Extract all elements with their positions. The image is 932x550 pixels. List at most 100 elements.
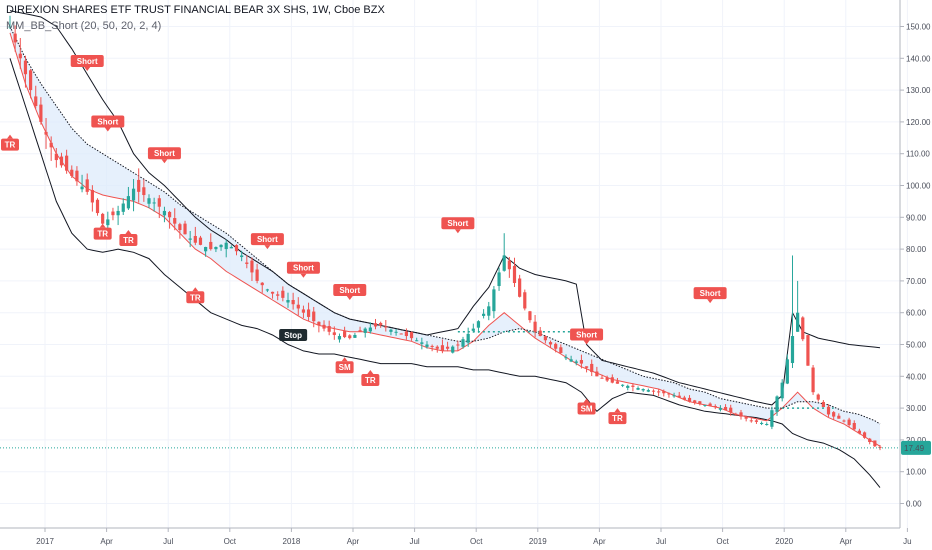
candle-body [152, 202, 156, 204]
candle-body [657, 391, 661, 393]
badge-label: Stop [284, 331, 302, 340]
candle-body [59, 156, 64, 166]
badge-label: TR [190, 293, 201, 302]
badge-pointer [125, 230, 132, 235]
candle-body [193, 235, 197, 243]
candle-body [173, 218, 177, 224]
badge-pointer [7, 134, 13, 139]
candle-body [343, 331, 347, 338]
candle-body [75, 170, 79, 182]
candle-body [600, 377, 604, 379]
candle-body [548, 342, 553, 345]
candle-body [291, 299, 295, 305]
badge-label: Short [257, 235, 278, 244]
candle-body [636, 387, 640, 390]
candle-body [873, 440, 877, 447]
candle-body [759, 422, 764, 424]
candle-body [245, 262, 249, 264]
badge-box [93, 227, 112, 240]
badge-label: Short [97, 117, 118, 126]
y-tick-label: 0.00 [906, 500, 922, 509]
badge-box [335, 361, 354, 374]
x-tick-label: 2020 [775, 537, 793, 546]
signal-badge: TR [186, 287, 205, 304]
candle-body [832, 412, 836, 417]
badge-box [441, 217, 475, 230]
candle-body [687, 397, 692, 402]
y-tick-label: 90.00 [906, 213, 927, 222]
candle-body [131, 188, 136, 201]
candle-body [389, 329, 393, 332]
candle-body [23, 60, 28, 75]
candle-body [621, 384, 625, 386]
candle-body [492, 289, 496, 312]
x-tick-label: Jul [409, 537, 419, 546]
candle-body [65, 155, 69, 171]
candle-body [729, 407, 733, 413]
x-tick-label: Apr [840, 537, 853, 546]
signal-badge: Short [70, 55, 104, 72]
signal-badge: TR [1, 134, 19, 151]
y-tick-label: 40.00 [906, 372, 927, 381]
badge-box [286, 261, 320, 274]
candle-body [80, 186, 84, 190]
chart-grid [0, 0, 908, 528]
candle-body [49, 142, 53, 148]
y-tick-label: 80.00 [906, 245, 927, 254]
candle-body [373, 323, 378, 327]
y-tick-label: 100.00 [906, 182, 931, 191]
candle-body [219, 244, 223, 248]
candle-body [538, 330, 542, 337]
candle-body [641, 389, 645, 391]
candle-body [430, 345, 434, 347]
candle-body [677, 395, 681, 398]
candle-body [281, 290, 285, 298]
candle-body [420, 342, 424, 344]
candle-body [476, 321, 481, 328]
candle-body [198, 237, 203, 245]
price-axis[interactable]: 0.00 10.00 20.00 30.00 40.00 50.00 60.00 70.00 8… [899, 0, 931, 528]
candle-body [306, 309, 311, 317]
badge-label: TR [97, 230, 108, 239]
badge-box [1, 138, 19, 151]
badge-label: Short [293, 264, 314, 273]
badge-label: TR [5, 141, 16, 150]
candle-body [878, 446, 882, 448]
last-price-tag: 17.49 [901, 440, 931, 455]
candle-body [312, 311, 316, 322]
candle-body [749, 420, 753, 422]
candle-body [70, 169, 74, 176]
candle-body [90, 190, 94, 203]
candle-body [234, 245, 239, 252]
badge-label: SM [339, 363, 351, 372]
candle-body [18, 53, 22, 59]
y-tick-label: 120.00 [906, 118, 931, 127]
badge-pointer [346, 295, 353, 300]
x-tick-label: Oct [224, 537, 237, 546]
badge-label: Short [154, 149, 175, 158]
candle-body [801, 317, 805, 340]
badge-label: Short [700, 289, 721, 298]
candle-body [379, 322, 383, 326]
candle-body [255, 269, 259, 281]
candle-body [394, 331, 398, 333]
time-axis[interactable]: 2017 Apr Jul Oct 2018 Apr Jul Oct 2019 Apr Jul Oct 2… [0, 527, 912, 546]
x-tick-label: 2017 [36, 537, 54, 546]
x-tick-label: Apr [347, 537, 360, 546]
signal-badge: TR [361, 369, 380, 386]
candle-body [28, 70, 33, 91]
candle-body [425, 344, 429, 347]
candle-body [178, 224, 182, 231]
candle-body [631, 385, 635, 387]
candle-body [785, 359, 789, 384]
badge-box [147, 147, 181, 160]
candle-body [672, 395, 676, 397]
badge-label: Short [339, 286, 360, 295]
candle-body [667, 393, 671, 395]
candle-body [167, 211, 172, 218]
x-tick-label: Ju [903, 537, 911, 546]
badge-pointer [192, 287, 199, 292]
badge-pointer [300, 273, 307, 278]
candle-body [837, 415, 841, 419]
